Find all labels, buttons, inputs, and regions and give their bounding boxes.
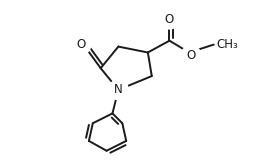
Circle shape <box>71 35 91 54</box>
Circle shape <box>108 80 128 100</box>
Text: O: O <box>76 38 86 51</box>
Text: N: N <box>114 83 123 96</box>
Text: O: O <box>165 13 174 26</box>
Circle shape <box>160 9 179 29</box>
Text: O: O <box>187 49 196 62</box>
Circle shape <box>181 46 201 65</box>
Text: CH₃: CH₃ <box>217 38 238 51</box>
